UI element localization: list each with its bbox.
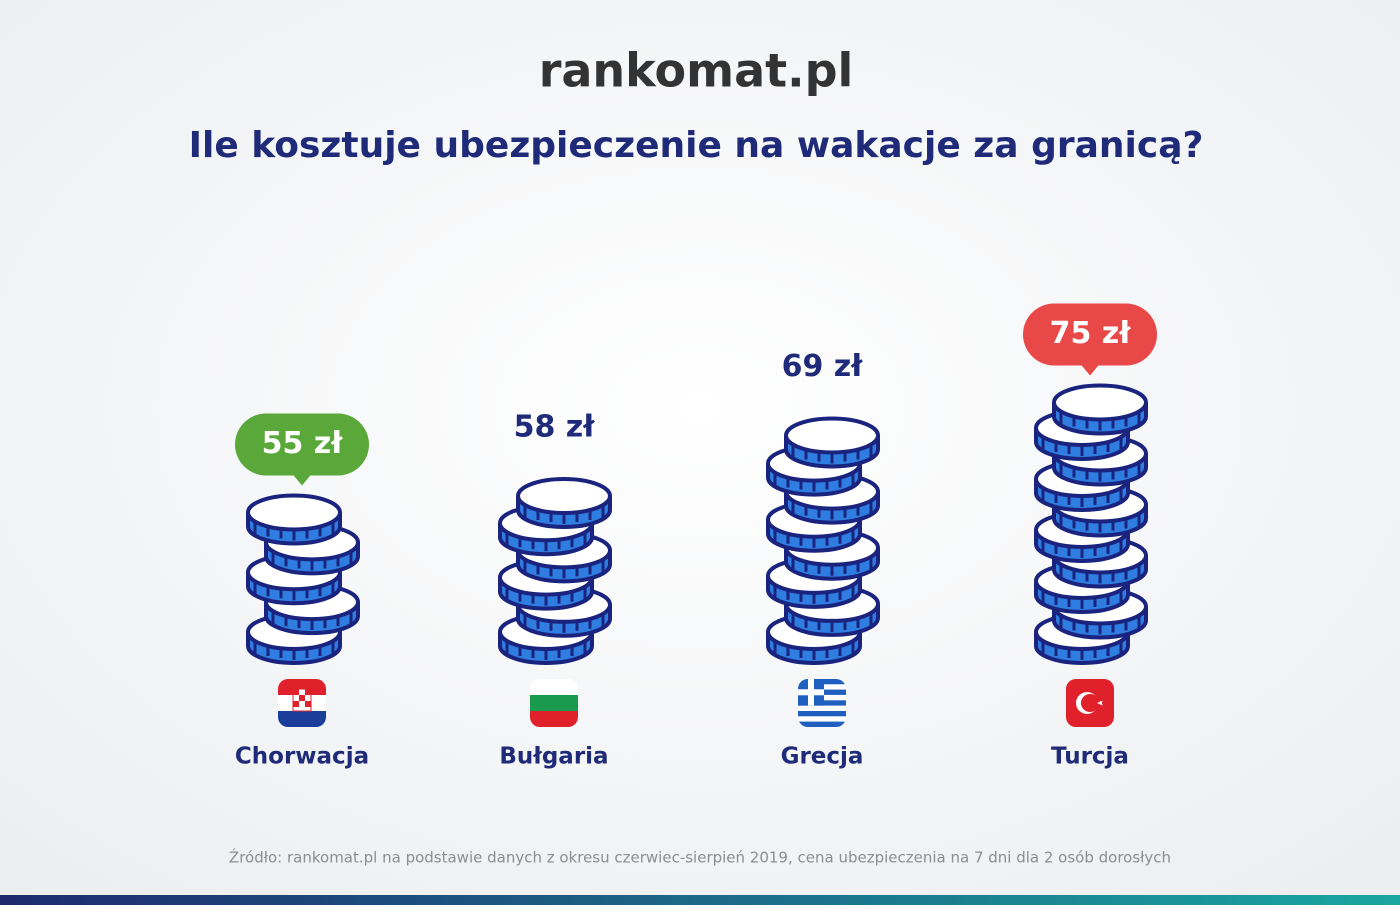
value-label: 75 zł [1050, 316, 1132, 351]
coin-stack [246, 493, 360, 665]
coin-top [246, 493, 342, 532]
value-bubble [235, 413, 369, 476]
value-bubble [1023, 303, 1157, 366]
flag-croatia [278, 679, 326, 727]
coin-top [516, 477, 612, 515]
value-label: 58 zł [514, 410, 596, 445]
coin-stack [498, 477, 612, 665]
category-label: Bułgaria [499, 744, 608, 770]
flag-greece [798, 679, 846, 727]
category-label: Grecja [781, 744, 864, 770]
flag-bulgaria [530, 679, 578, 727]
flag-turkey [1066, 679, 1114, 727]
category-label: Chorwacja [235, 744, 369, 770]
footer-bar [0, 895, 1400, 905]
coin-stack [766, 416, 880, 665]
chart-title: Ile kosztuje ubezpieczenie na wakacje za… [189, 125, 1204, 166]
bubble-pointer [1080, 363, 1100, 376]
bubble-pointer [292, 473, 312, 486]
coin-stack [1034, 383, 1148, 665]
value-label: 69 zł [782, 349, 864, 384]
coin-top [1052, 383, 1148, 422]
source: Źródło: rankomat.pl na podstawie danych … [229, 848, 1171, 867]
coin-top [784, 416, 880, 455]
value-label: 55 zł [262, 426, 344, 461]
logo: rankomat.pl [539, 44, 854, 98]
category-label: Turcja [1051, 744, 1129, 770]
